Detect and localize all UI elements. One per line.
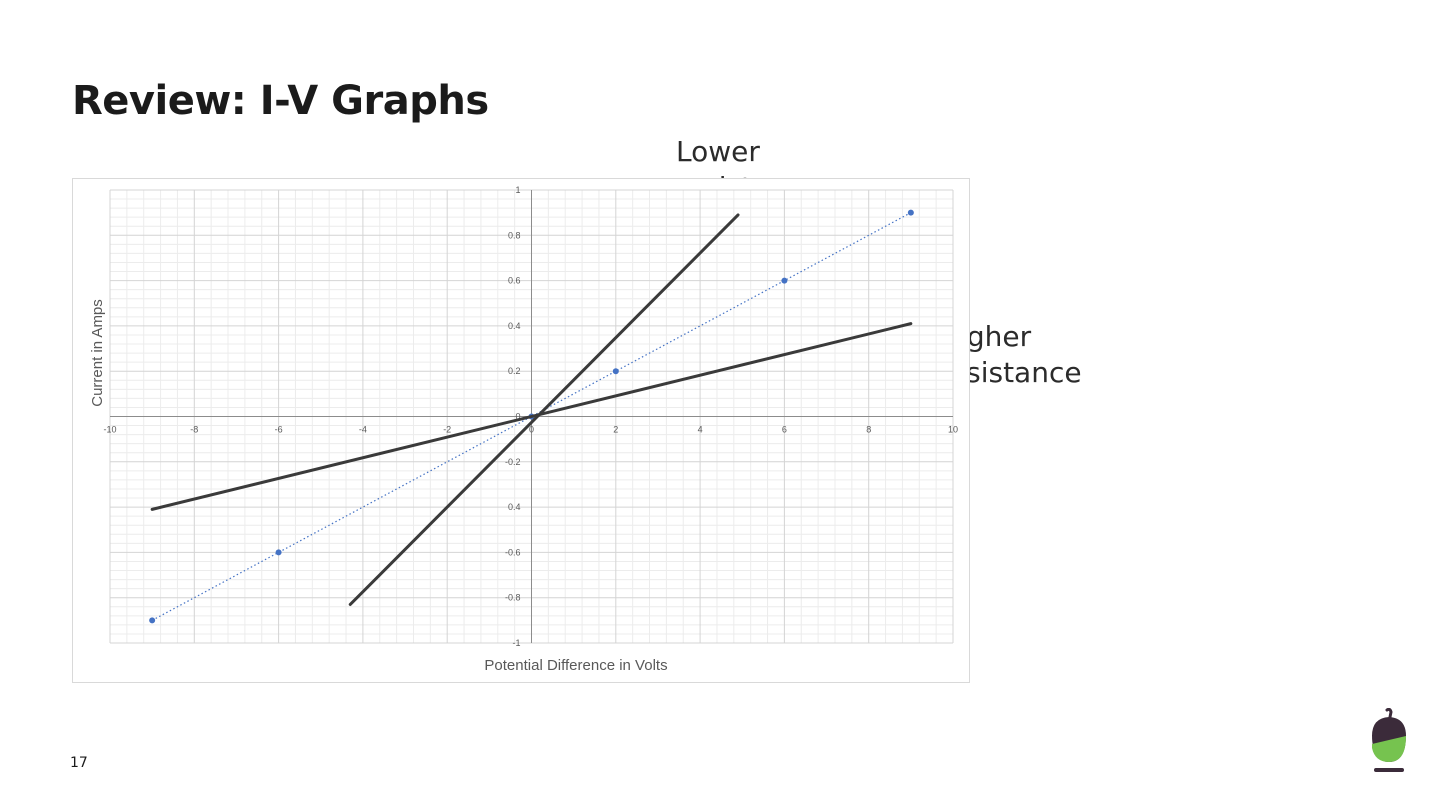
x-tick-label: 0	[529, 425, 534, 435]
series-0-point	[275, 549, 282, 556]
page-number: 17	[70, 755, 88, 771]
series-0-point	[612, 368, 619, 375]
y-tick-label: -0.8	[505, 593, 521, 603]
series-2-line	[150, 322, 913, 511]
x-axis-label: Potential Difference in Volts	[484, 657, 667, 674]
series-1-line	[348, 213, 740, 606]
y-tick-label: -1	[512, 638, 520, 648]
x-tick-label: -4	[359, 425, 367, 435]
y-tick-label: 0	[515, 412, 520, 422]
y-axis-label: Current in Amps	[89, 299, 106, 407]
y-tick-label: 0.4	[508, 321, 521, 331]
y-tick-label: 0.8	[508, 230, 521, 240]
x-tick-label: 8	[866, 425, 871, 435]
x-tick-label: 4	[698, 425, 703, 435]
y-tick-label: 0.4	[508, 502, 521, 512]
y-tick-label: -0.6	[505, 547, 521, 557]
chart-series	[149, 209, 914, 624]
x-tick-label: 2	[613, 425, 618, 435]
y-tick-label: 0.2	[508, 366, 521, 376]
x-tick-label: -10	[103, 425, 116, 435]
slide-title: Review: I-V Graphs	[72, 78, 489, 124]
y-tick-label: -0.2	[505, 457, 521, 467]
series-0-point	[907, 209, 914, 216]
lower-annotation-line-1: Lower	[676, 135, 760, 168]
x-tick-label: 10	[948, 425, 958, 435]
x-tick-label: 6	[782, 425, 787, 435]
acorn-logo-icon	[1372, 708, 1406, 772]
x-tick-label: -2	[443, 425, 451, 435]
series-0-point	[149, 617, 156, 624]
x-tick-label: -8	[190, 425, 198, 435]
chart-tick-labels: -10 -8 -6 -4 -2 0 2 4 6 8 10 -1 -0.8 -0.6 0.4 -0.2 0 0.2 0…	[103, 185, 958, 648]
y-tick-label: 0.6	[508, 276, 521, 286]
x-tick-label: -6	[275, 425, 283, 435]
y-tick-label: 1	[515, 185, 520, 195]
series-0-point	[781, 277, 788, 284]
